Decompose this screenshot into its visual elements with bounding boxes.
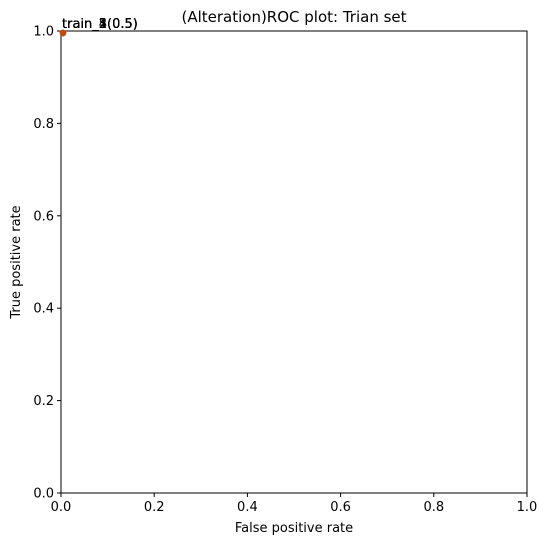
axes-frame — [60, 30, 528, 494]
y-tick-label: 0.0 — [33, 487, 54, 502]
x-tick-label: 0.2 — [144, 500, 165, 515]
y-tick-label: 0.2 — [33, 394, 54, 409]
plot-area: 0.0 0.2 0.4 0.6 0.8 1.0 0.0 0.2 0.4 0.6 0.8 1.0 tr… — [33, 17, 537, 515]
y-tick-label: 1.0 — [33, 25, 54, 40]
point-label: train_4(0.5) — [62, 17, 138, 32]
chart-title: (Alteration)ROC plot: Trian set — [181, 8, 406, 26]
y-axis: 0.0 0.2 0.4 0.6 0.8 1.0 — [33, 25, 61, 502]
x-axis-label: False positive rate — [235, 521, 353, 536]
point-annotations: train_1(0.5)train_2(0.5)train_3(0.5)trai… — [62, 17, 138, 32]
x-tick-label: 0.0 — [51, 500, 72, 515]
point-label: train_5(0.5) — [62, 17, 138, 32]
point-label: train_3(0.5) — [62, 17, 138, 32]
point-label: train_2(0.5) — [62, 17, 138, 32]
point-label: train_1(0.5) — [62, 17, 138, 32]
x-tick-label: 1.0 — [517, 500, 538, 515]
x-tick-label: 0.4 — [237, 500, 258, 515]
x-tick-label: 0.8 — [423, 500, 444, 515]
y-tick-label: 0.8 — [33, 117, 54, 132]
y-tick-label: 0.4 — [33, 302, 54, 317]
y-tick-label: 0.6 — [33, 209, 54, 224]
roc-point — [59, 29, 67, 37]
x-axis: 0.0 0.2 0.4 0.6 0.8 1.0 — [51, 493, 538, 515]
data-points — [59, 29, 67, 37]
y-axis-label: True positive rate — [9, 205, 24, 319]
x-tick-label: 0.6 — [330, 500, 351, 515]
